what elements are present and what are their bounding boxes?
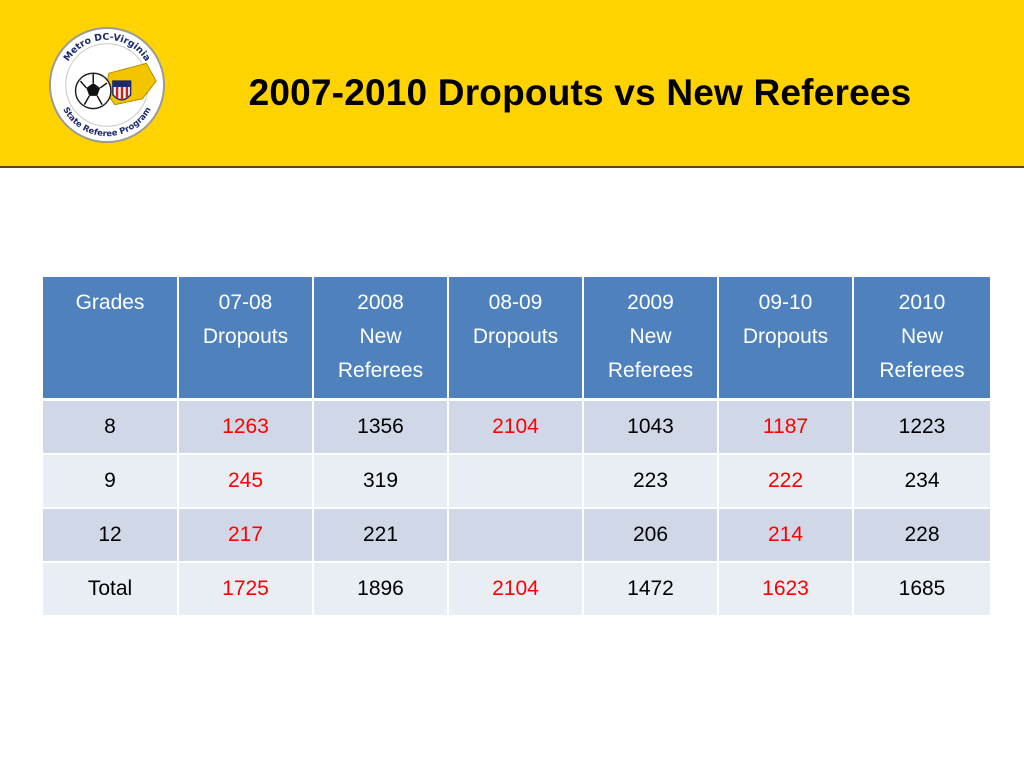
header-line: 2009: [627, 291, 674, 314]
new-referees-cell: 223: [583, 453, 719, 509]
column-header-2010-new-referees: 2010 New Referees: [853, 277, 990, 401]
new-referees-cell: 1356: [313, 399, 449, 455]
new-referees-cell: 1043: [583, 399, 719, 455]
dropout-cell: 2104: [448, 561, 584, 617]
grade-cell: 12: [43, 507, 179, 563]
dropouts-table: Grades 07-08 Dropouts 2008 New Referees 08-…: [43, 277, 990, 617]
grade-cell: Total: [43, 561, 179, 617]
table-row-total: Total 1725 1896 2104 1472 1623 1685: [43, 561, 990, 617]
grade-cell: 9: [43, 453, 179, 509]
dropout-cell: 1725: [178, 561, 314, 617]
header-line: Grades: [75, 291, 145, 314]
header-banner: Metro DC-Virginia State Referee Program …: [0, 0, 1024, 168]
table-row: 9 245 319 223 222 234: [43, 453, 990, 509]
dropout-cell: 1623: [718, 561, 854, 617]
new-referees-cell: 1685: [853, 561, 990, 617]
header-line: Dropouts: [742, 325, 829, 348]
new-referees-cell: 319: [313, 453, 449, 509]
header-line: Referees: [607, 359, 694, 382]
header-line: Referees: [879, 359, 965, 382]
column-header-grades: Grades: [43, 277, 179, 401]
dropout-cell: 1263: [178, 399, 314, 455]
column-header-09-10-dropouts: 09-10 Dropouts: [718, 277, 854, 401]
dropout-cell: 245: [178, 453, 314, 509]
header-line: New: [629, 325, 672, 348]
column-header-2008-new-referees: 2008 New Referees: [313, 277, 449, 401]
dropout-cell: 222: [718, 453, 854, 509]
table-row: 12 217 221 206 214 228: [43, 507, 990, 563]
table-header-row: Grades 07-08 Dropouts 2008 New Referees 08-…: [43, 277, 990, 401]
header-line: New: [900, 325, 943, 348]
new-referees-cell: 1472: [583, 561, 719, 617]
grade-cell: 8: [43, 399, 179, 455]
column-header-07-08-dropouts: 07-08 Dropouts: [178, 277, 314, 401]
new-referees-cell: 1896: [313, 561, 449, 617]
table-row: 8 1263 1356 2104 1043 1187 1223: [43, 399, 990, 455]
column-header-2009-new-referees: 2009 New Referees: [583, 277, 719, 401]
new-referees-cell: 206: [583, 507, 719, 563]
dropout-cell: 2104: [448, 399, 584, 455]
page-title: 2007-2010 Dropouts vs New Referees: [248, 72, 912, 113]
dropout-cell: [448, 453, 584, 509]
header-line: 2008: [357, 291, 404, 314]
header-line: Dropouts: [472, 325, 559, 348]
header-line: New: [359, 325, 402, 348]
dropout-cell: [448, 507, 584, 563]
column-header-08-09-dropouts: 08-09 Dropouts: [448, 277, 584, 401]
dropout-cell: 1187: [718, 399, 854, 455]
new-referees-cell: 228: [853, 507, 990, 563]
new-referees-cell: 234: [853, 453, 990, 509]
dropout-cell: 217: [178, 507, 314, 563]
header-line: 08-09: [488, 291, 543, 314]
header-line: Dropouts: [202, 325, 289, 348]
dropout-cell: 214: [718, 507, 854, 563]
header-line: 07-08: [218, 291, 273, 314]
header-line: Referees: [337, 359, 424, 382]
header-line: 09-10: [758, 291, 813, 314]
header-line: 2010: [898, 291, 946, 314]
new-referees-cell: 221: [313, 507, 449, 563]
new-referees-cell: 1223: [853, 399, 990, 455]
referee-program-logo: Metro DC-Virginia State Referee Program: [48, 26, 166, 144]
